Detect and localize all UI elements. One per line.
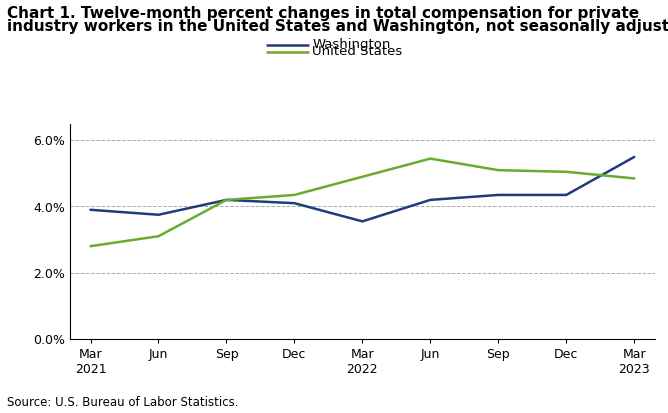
Washington <box>222 197 230 202</box>
Washington <box>291 201 299 206</box>
United States <box>630 176 638 181</box>
Washington <box>494 192 502 197</box>
United States <box>291 192 299 197</box>
Text: Source: U.S. Bureau of Labor Statistics.: Source: U.S. Bureau of Labor Statistics. <box>7 396 238 409</box>
Text: industry workers in the United States and Washington, not seasonally adjusted: industry workers in the United States an… <box>7 19 668 33</box>
United States <box>222 197 230 202</box>
Washington <box>154 212 162 217</box>
Line: United States: United States <box>91 159 634 246</box>
United States <box>562 169 570 174</box>
Washington <box>426 197 434 202</box>
Washington <box>358 219 366 224</box>
Washington <box>630 154 638 159</box>
United States <box>358 174 366 179</box>
Washington <box>87 207 95 212</box>
Washington <box>562 192 570 197</box>
United States <box>154 234 162 239</box>
Text: Chart 1. Twelve-month percent changes in total compensation for private: Chart 1. Twelve-month percent changes in… <box>7 6 639 21</box>
Line: Washington: Washington <box>91 157 634 221</box>
Text: Washington: Washington <box>313 38 391 51</box>
United States <box>426 156 434 161</box>
United States <box>494 168 502 173</box>
United States <box>87 244 95 249</box>
Text: United States: United States <box>313 45 403 58</box>
